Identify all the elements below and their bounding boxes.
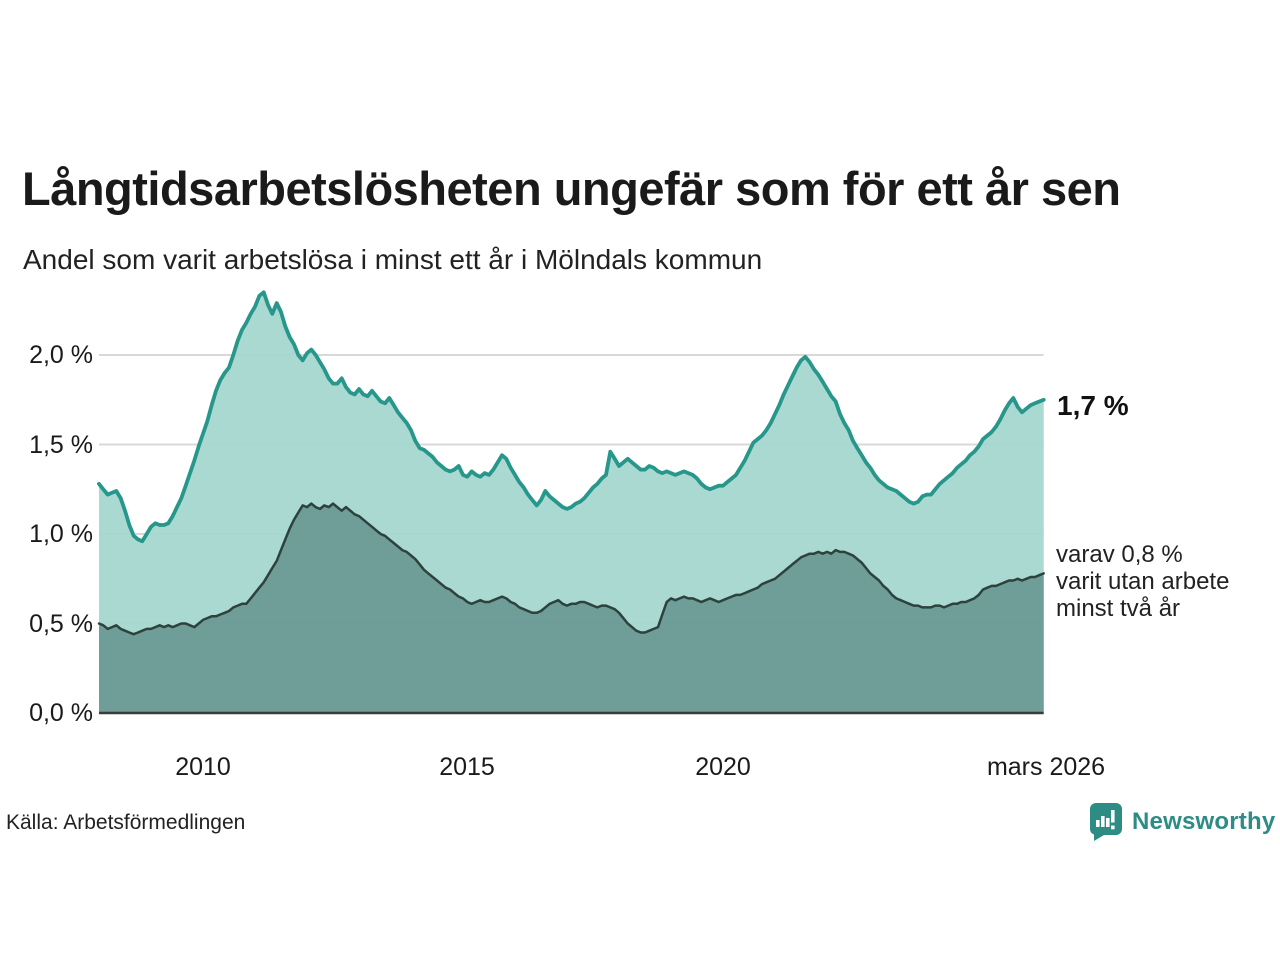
y-axis-tick-1-5: 1,5 %	[29, 431, 93, 459]
x-axis-tick-2015: 2015	[439, 753, 495, 781]
x-axis-tick-mars-2026: mars 2026	[986, 753, 1106, 781]
secondary-annotation-line-3: minst två år	[1056, 595, 1181, 622]
page-subtitle: Andel som varit arbetslösa i minst ett å…	[23, 244, 763, 275]
secondary-annotation-line-1: varav 0,8 %	[1056, 541, 1183, 568]
x-axis-tick-2020: 2020	[695, 753, 751, 781]
source-note: Källa: Arbetsförmedlingen	[6, 811, 246, 834]
secondary-series-annotation: varav 0,8 % varit utan arbete minst två …	[1056, 541, 1280, 622]
y-axis-tick-1-0: 1,0 %	[29, 520, 93, 548]
newsworthy-icon	[1090, 803, 1122, 841]
latest-value-label: 1,7 %	[1057, 390, 1129, 421]
y-axis-tick-0-0: 0,0 %	[29, 699, 93, 727]
series-line-two-years	[97, 502, 1045, 636]
y-axis-tick-0-5: 0,5 %	[29, 610, 93, 638]
series-line-one-year	[97, 290, 1046, 544]
page-title: Långtidsarbetslösheten ungefär som för e…	[22, 162, 1121, 216]
secondary-annotation-line-2: varit utan arbete	[1056, 568, 1230, 595]
area-fill-two-years	[99, 503, 1044, 713]
x-axis-tick-2010: 2010	[175, 753, 231, 781]
brand-name: Newsworthy	[1132, 808, 1276, 835]
y-axis-tick-2-0: 2,0 %	[29, 341, 93, 369]
brand-logo: Newsworthy	[1088, 802, 1275, 842]
